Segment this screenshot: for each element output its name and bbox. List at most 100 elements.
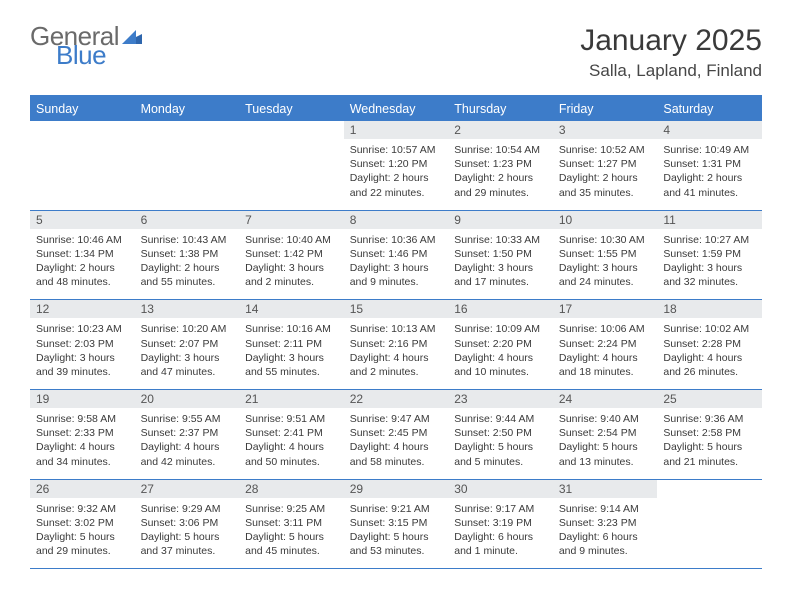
day-body: Sunrise: 9:29 AMSunset: 3:06 PMDaylight:… bbox=[135, 498, 240, 569]
day-number: 1 bbox=[344, 121, 449, 139]
day-line-d2: and 39 minutes. bbox=[36, 365, 129, 379]
day-line-d2: and 48 minutes. bbox=[36, 275, 129, 289]
weekday-header-row: Sunday Monday Tuesday Wednesday Thursday… bbox=[30, 96, 762, 121]
day-line-d2: and 2 minutes. bbox=[245, 275, 338, 289]
day-body: Sunrise: 10:30 AMSunset: 1:55 PMDaylight… bbox=[553, 229, 658, 300]
logo-word-2: Blue bbox=[56, 43, 142, 68]
day-body bbox=[239, 139, 344, 195]
day-line-sunset: Sunset: 2:50 PM bbox=[454, 426, 547, 440]
day-number: 8 bbox=[344, 211, 449, 229]
day-line-sunrise: Sunrise: 9:21 AM bbox=[350, 502, 443, 516]
calendar-cell: 26Sunrise: 9:32 AMSunset: 3:02 PMDayligh… bbox=[30, 479, 135, 569]
day-body: Sunrise: 9:58 AMSunset: 2:33 PMDaylight:… bbox=[30, 408, 135, 479]
calendar-cell: 16Sunrise: 10:09 AMSunset: 2:20 PMDaylig… bbox=[448, 300, 553, 390]
day-number: 2 bbox=[448, 121, 553, 139]
calendar-cell: 24Sunrise: 9:40 AMSunset: 2:54 PMDayligh… bbox=[553, 390, 658, 480]
day-line-d2: and 50 minutes. bbox=[245, 455, 338, 469]
weekday-header: Monday bbox=[135, 96, 240, 121]
day-line-d1: Daylight: 5 hours bbox=[36, 530, 129, 544]
day-number: 24 bbox=[553, 390, 658, 408]
day-number: 16 bbox=[448, 300, 553, 318]
day-line-sunrise: Sunrise: 10:20 AM bbox=[141, 322, 234, 336]
day-number bbox=[239, 121, 344, 139]
calendar-cell: 21Sunrise: 9:51 AMSunset: 2:41 PMDayligh… bbox=[239, 390, 344, 480]
day-line-d2: and 29 minutes. bbox=[36, 544, 129, 558]
day-line-sunset: Sunset: 3:02 PM bbox=[36, 516, 129, 530]
day-body: Sunrise: 9:17 AMSunset: 3:19 PMDaylight:… bbox=[448, 498, 553, 569]
calendar-cell bbox=[30, 121, 135, 210]
day-line-d2: and 17 minutes. bbox=[454, 275, 547, 289]
day-line-d1: Daylight: 3 hours bbox=[454, 261, 547, 275]
day-line-d1: Daylight: 3 hours bbox=[36, 351, 129, 365]
day-line-sunrise: Sunrise: 9:51 AM bbox=[245, 412, 338, 426]
calendar-cell: 14Sunrise: 10:16 AMSunset: 2:11 PMDaylig… bbox=[239, 300, 344, 390]
day-line-d1: Daylight: 3 hours bbox=[245, 351, 338, 365]
day-line-sunrise: Sunrise: 9:58 AM bbox=[36, 412, 129, 426]
day-number: 29 bbox=[344, 480, 449, 498]
day-number: 31 bbox=[553, 480, 658, 498]
day-line-d1: Daylight: 4 hours bbox=[350, 351, 443, 365]
day-number: 3 bbox=[553, 121, 658, 139]
calendar-cell: 7Sunrise: 10:40 AMSunset: 1:42 PMDayligh… bbox=[239, 210, 344, 300]
calendar-cell: 3Sunrise: 10:52 AMSunset: 1:27 PMDayligh… bbox=[553, 121, 658, 210]
day-line-d2: and 45 minutes. bbox=[245, 544, 338, 558]
day-number: 5 bbox=[30, 211, 135, 229]
day-line-sunrise: Sunrise: 10:30 AM bbox=[559, 233, 652, 247]
calendar-cell: 1Sunrise: 10:57 AMSunset: 1:20 PMDayligh… bbox=[344, 121, 449, 210]
day-line-d2: and 55 minutes. bbox=[141, 275, 234, 289]
day-body: Sunrise: 10:52 AMSunset: 1:27 PMDaylight… bbox=[553, 139, 658, 210]
day-number: 10 bbox=[553, 211, 658, 229]
day-body: Sunrise: 10:57 AMSunset: 1:20 PMDaylight… bbox=[344, 139, 449, 210]
day-line-d2: and 24 minutes. bbox=[559, 275, 652, 289]
day-line-d1: Daylight: 2 hours bbox=[141, 261, 234, 275]
day-body: Sunrise: 9:51 AMSunset: 2:41 PMDaylight:… bbox=[239, 408, 344, 479]
calendar-cell: 28Sunrise: 9:25 AMSunset: 3:11 PMDayligh… bbox=[239, 479, 344, 569]
day-body: Sunrise: 9:21 AMSunset: 3:15 PMDaylight:… bbox=[344, 498, 449, 569]
day-number: 26 bbox=[30, 480, 135, 498]
day-line-sunset: Sunset: 2:16 PM bbox=[350, 337, 443, 351]
calendar-cell bbox=[239, 121, 344, 210]
calendar-cell: 27Sunrise: 9:29 AMSunset: 3:06 PMDayligh… bbox=[135, 479, 240, 569]
day-line-d1: Daylight: 4 hours bbox=[663, 351, 756, 365]
calendar-cell: 31Sunrise: 9:14 AMSunset: 3:23 PMDayligh… bbox=[553, 479, 658, 569]
calendar-cell: 25Sunrise: 9:36 AMSunset: 2:58 PMDayligh… bbox=[657, 390, 762, 480]
day-body: Sunrise: 9:14 AMSunset: 3:23 PMDaylight:… bbox=[553, 498, 658, 569]
day-line-sunset: Sunset: 2:07 PM bbox=[141, 337, 234, 351]
day-number: 17 bbox=[553, 300, 658, 318]
weekday-header: Saturday bbox=[657, 96, 762, 121]
weekday-header: Sunday bbox=[30, 96, 135, 121]
day-number: 7 bbox=[239, 211, 344, 229]
day-line-d1: Daylight: 3 hours bbox=[141, 351, 234, 365]
day-line-d2: and 29 minutes. bbox=[454, 186, 547, 200]
day-number: 28 bbox=[239, 480, 344, 498]
day-line-d1: Daylight: 5 hours bbox=[245, 530, 338, 544]
day-line-sunrise: Sunrise: 9:29 AM bbox=[141, 502, 234, 516]
day-line-sunrise: Sunrise: 10:46 AM bbox=[36, 233, 129, 247]
day-line-sunrise: Sunrise: 10:06 AM bbox=[559, 322, 652, 336]
day-line-d1: Daylight: 6 hours bbox=[559, 530, 652, 544]
day-body: Sunrise: 9:40 AMSunset: 2:54 PMDaylight:… bbox=[553, 408, 658, 479]
day-line-sunrise: Sunrise: 9:47 AM bbox=[350, 412, 443, 426]
day-line-d2: and 32 minutes. bbox=[663, 275, 756, 289]
day-body: Sunrise: 10:40 AMSunset: 1:42 PMDaylight… bbox=[239, 229, 344, 300]
day-number: 20 bbox=[135, 390, 240, 408]
day-line-sunset: Sunset: 2:24 PM bbox=[559, 337, 652, 351]
day-body: Sunrise: 10:46 AMSunset: 1:34 PMDaylight… bbox=[30, 229, 135, 300]
calendar-cell: 4Sunrise: 10:49 AMSunset: 1:31 PMDayligh… bbox=[657, 121, 762, 210]
day-number bbox=[657, 480, 762, 498]
calendar-cell: 12Sunrise: 10:23 AMSunset: 2:03 PMDaylig… bbox=[30, 300, 135, 390]
day-line-sunset: Sunset: 2:58 PM bbox=[663, 426, 756, 440]
day-line-sunset: Sunset: 2:37 PM bbox=[141, 426, 234, 440]
calendar-cell bbox=[657, 479, 762, 569]
day-line-sunset: Sunset: 2:45 PM bbox=[350, 426, 443, 440]
day-line-sunrise: Sunrise: 10:52 AM bbox=[559, 143, 652, 157]
day-line-sunrise: Sunrise: 10:33 AM bbox=[454, 233, 547, 247]
day-line-sunrise: Sunrise: 9:55 AM bbox=[141, 412, 234, 426]
day-line-sunrise: Sunrise: 10:02 AM bbox=[663, 322, 756, 336]
day-line-sunset: Sunset: 1:34 PM bbox=[36, 247, 129, 261]
day-line-d2: and 5 minutes. bbox=[454, 455, 547, 469]
day-line-d2: and 37 minutes. bbox=[141, 544, 234, 558]
day-line-d1: Daylight: 4 hours bbox=[141, 440, 234, 454]
day-body bbox=[30, 139, 135, 195]
day-line-sunrise: Sunrise: 10:09 AM bbox=[454, 322, 547, 336]
